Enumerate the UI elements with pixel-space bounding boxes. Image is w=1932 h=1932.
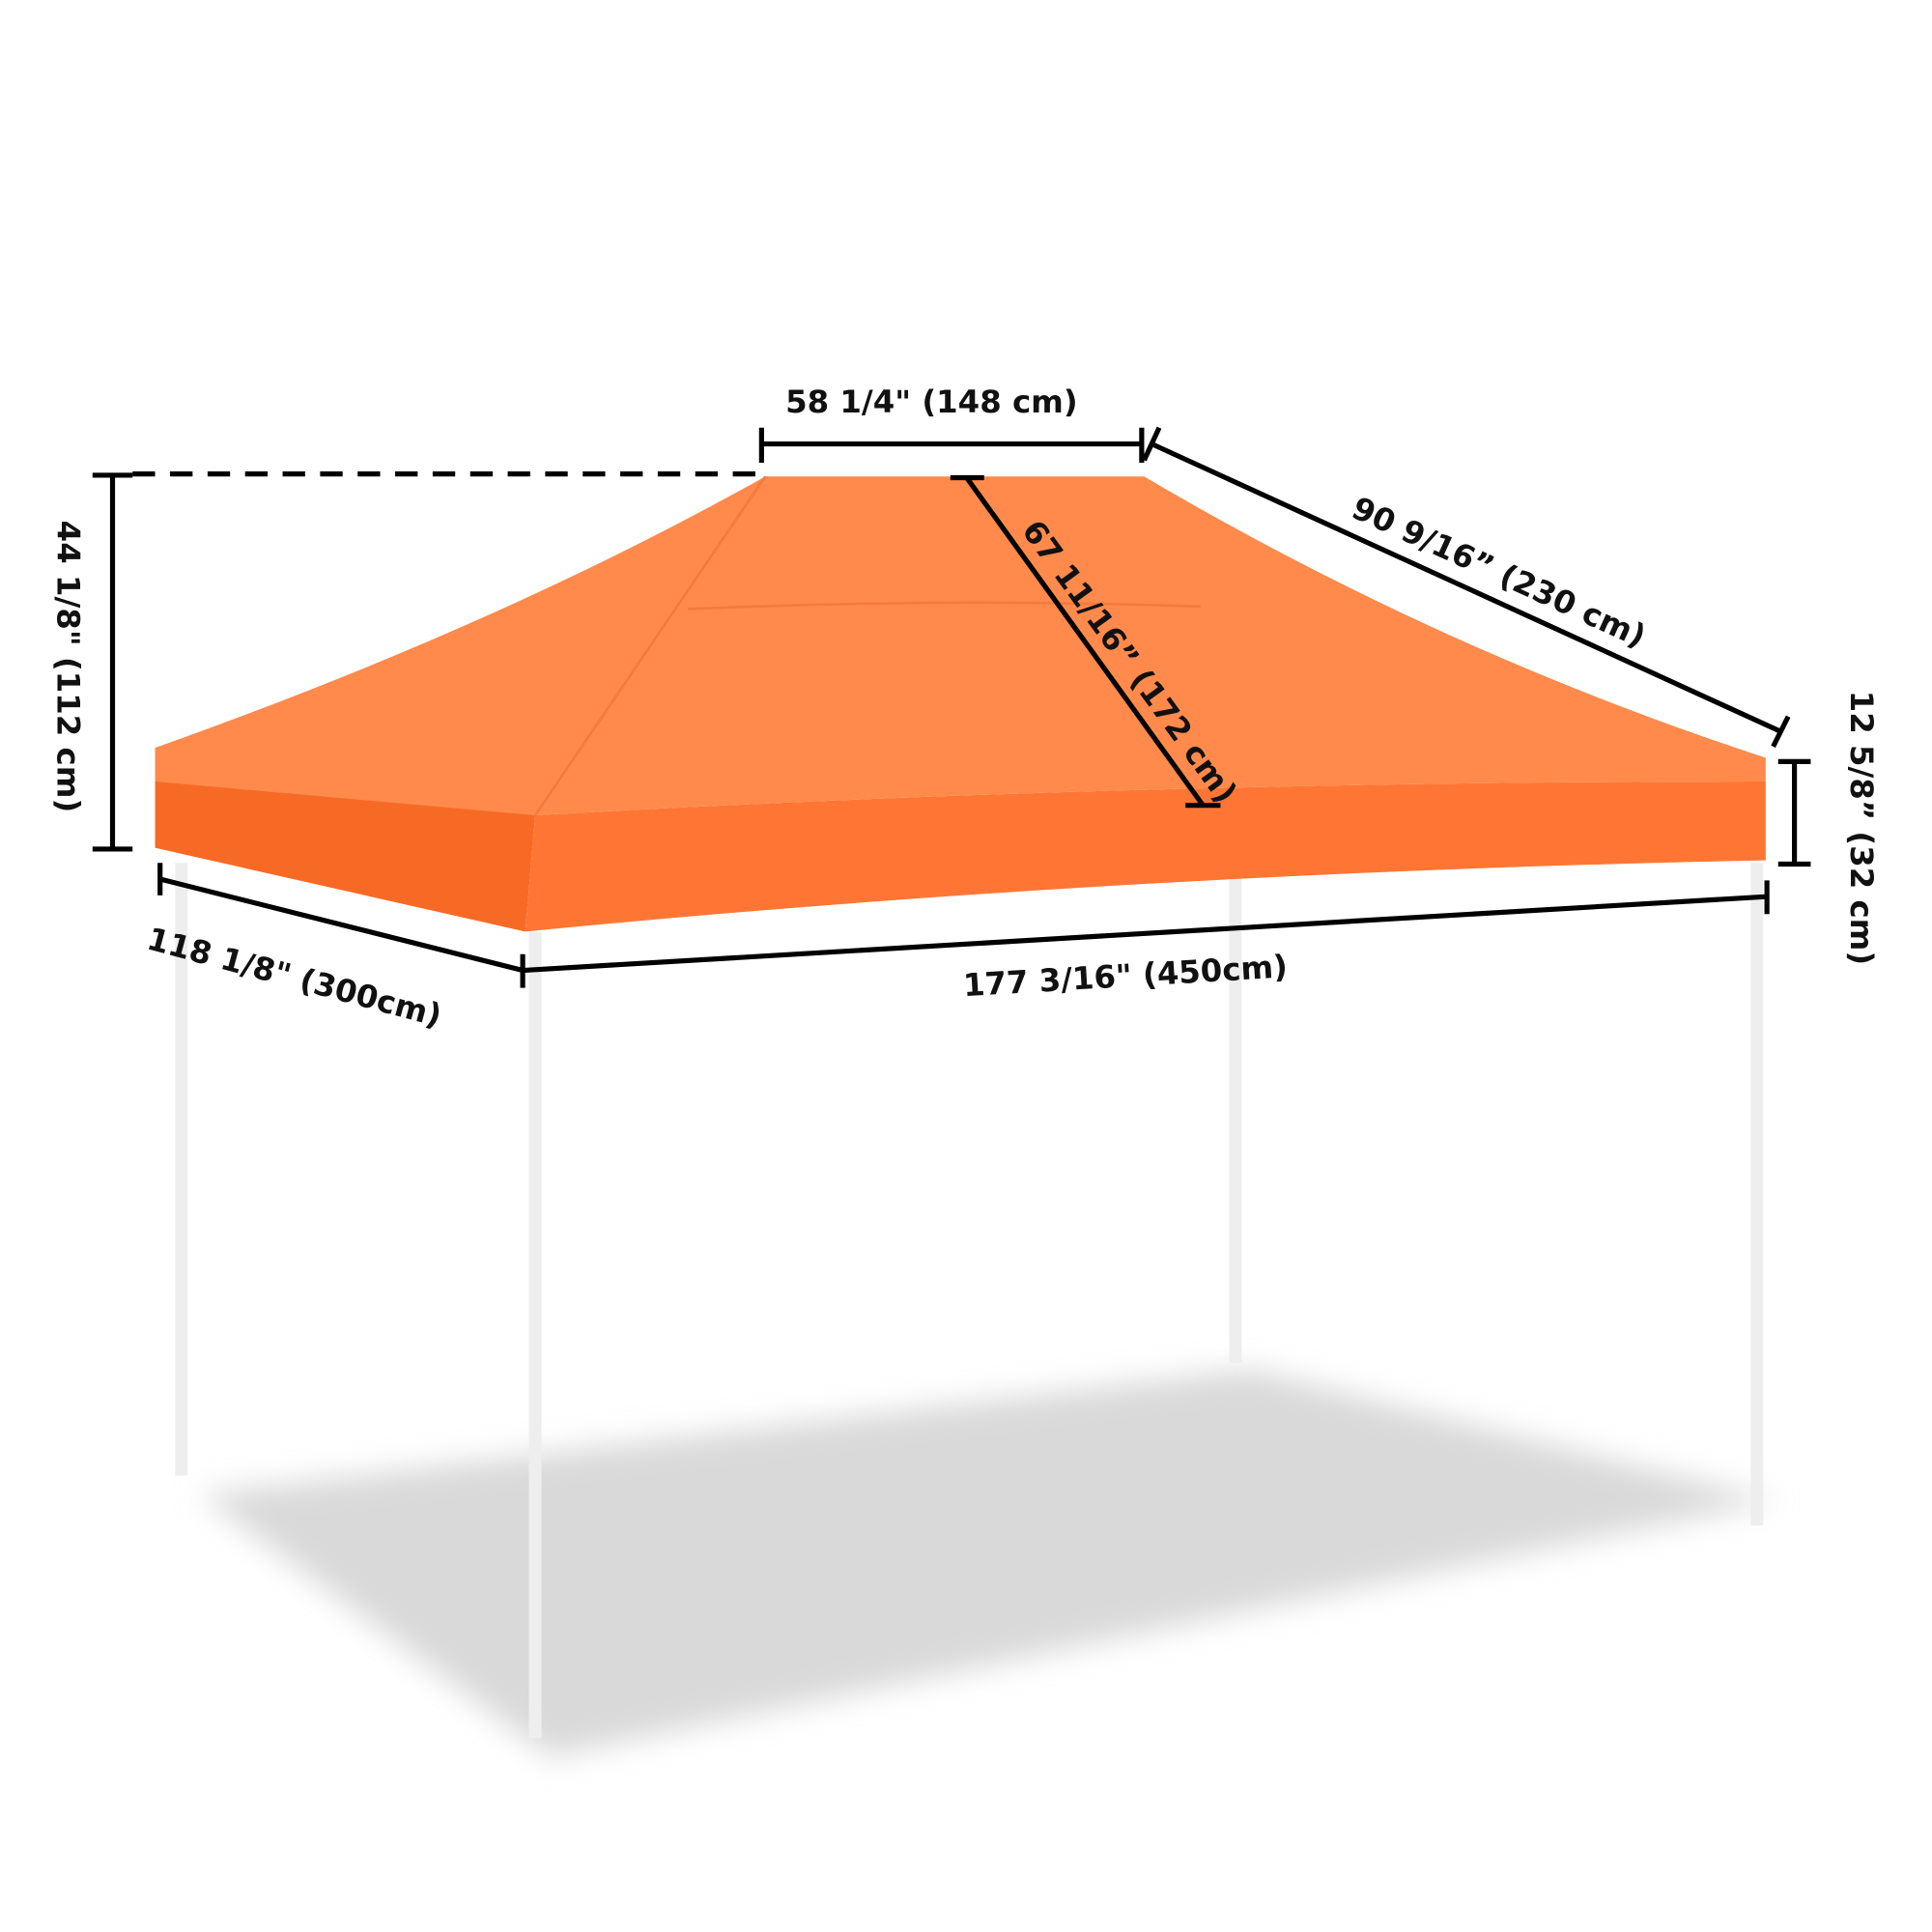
dimension-lines	[92, 426, 1811, 988]
dimension-label: 58 1/4" (148 cm)	[785, 384, 1078, 420]
front-valance	[525, 781, 1766, 932]
frame-legs	[175, 863, 1764, 1739]
dimension-label: 44 1/8" (112 cm)	[50, 521, 87, 813]
canopy-roof	[155, 476, 1766, 816]
roof-seams	[533, 475, 1201, 816]
dimension-label: 12 5/8” (32 cm)	[1843, 691, 1880, 965]
side-valance	[155, 748, 536, 932]
ground-shadow	[200, 1369, 1776, 1757]
